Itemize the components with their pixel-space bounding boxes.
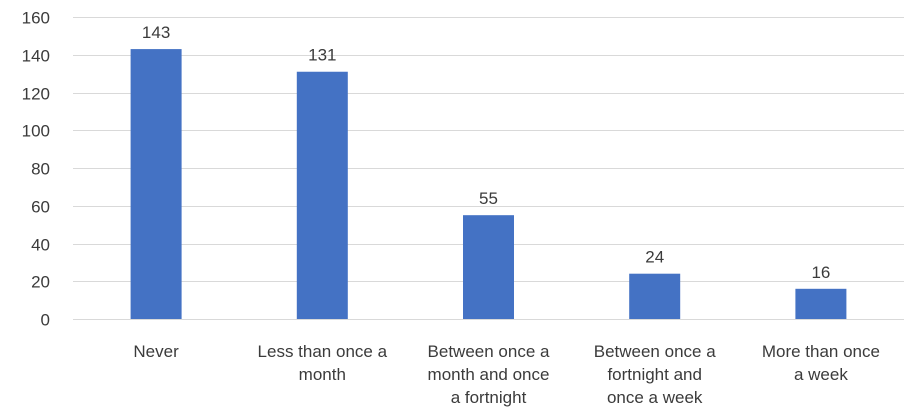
x-tick-label-line: Between once a <box>594 342 716 361</box>
x-tick-label-line: Less than once a <box>258 342 388 361</box>
x-axis: Never Less than once a month Between once a… <box>133 342 880 407</box>
y-tick-label: 20 <box>31 273 50 292</box>
y-tick-label: 80 <box>31 160 50 179</box>
data-label: 24 <box>645 248 664 267</box>
x-tick-label-line: month <box>299 365 346 384</box>
x-tick-label-line: More than once <box>762 342 880 361</box>
x-tick-label-line: month and once <box>428 365 550 384</box>
x-tick-label: Between once a fortnight and once a week <box>594 342 716 407</box>
x-tick-label-line: Between once a <box>428 342 550 361</box>
x-tick-label-line: a week <box>794 365 848 384</box>
data-label: 131 <box>308 46 336 65</box>
bar <box>296 71 348 319</box>
x-tick-label: Never <box>133 342 179 361</box>
y-tick-label: 0 <box>41 311 50 330</box>
data-labels: 143 131 55 24 16 <box>142 23 830 282</box>
x-tick-label-line: a fortnight <box>451 388 527 407</box>
y-tick-label: 120 <box>22 85 50 104</box>
data-label: 143 <box>142 23 170 42</box>
x-tick-label-line: once a week <box>607 388 703 407</box>
x-tick-label-line: fortnight and <box>607 365 702 384</box>
y-tick-label: 60 <box>31 198 50 217</box>
bars <box>130 49 847 320</box>
y-tick-label: 160 <box>22 9 50 28</box>
bar <box>130 49 182 320</box>
x-tick-label: Between once a month and once a fortnight <box>428 342 550 407</box>
x-tick-label-line: Never <box>133 342 179 361</box>
gridlines <box>73 17 904 320</box>
y-axis: 0 20 40 60 80 100 120 140 160 <box>22 9 50 330</box>
y-tick-label: 40 <box>31 236 50 255</box>
y-tick-label: 100 <box>22 122 50 141</box>
bar <box>795 288 847 319</box>
y-tick-label: 140 <box>22 47 50 66</box>
data-label: 16 <box>811 263 830 282</box>
x-tick-label: Less than once a month <box>258 342 388 384</box>
bar <box>629 273 681 319</box>
x-tick-label: More than once a week <box>762 342 880 384</box>
bar <box>463 215 514 319</box>
data-label: 55 <box>479 189 498 208</box>
